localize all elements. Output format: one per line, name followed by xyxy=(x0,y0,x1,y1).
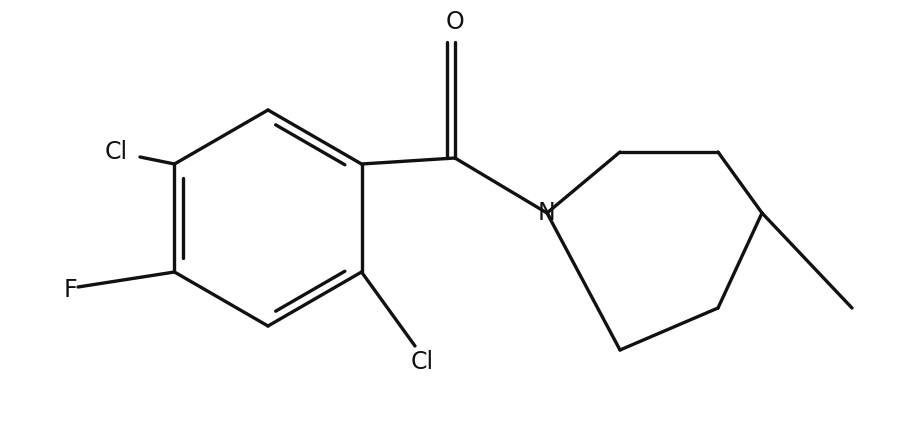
Text: F: F xyxy=(63,278,77,302)
Text: N: N xyxy=(538,201,556,225)
Text: O: O xyxy=(445,10,465,34)
Text: Cl: Cl xyxy=(410,350,433,374)
Text: Cl: Cl xyxy=(105,140,128,164)
